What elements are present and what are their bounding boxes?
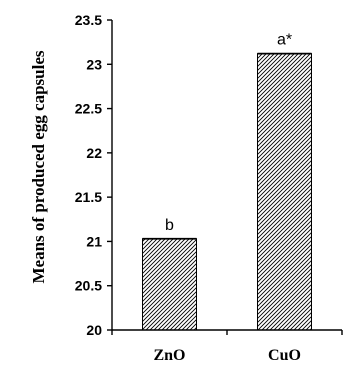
y-tick-label: 21.5 xyxy=(75,189,102,205)
x-category-label-cuo: CuO xyxy=(268,347,301,364)
y-tick-label: 22.5 xyxy=(75,101,102,117)
y-axis-title: Means of produced egg capsules xyxy=(29,50,48,283)
y-tick-label: 20.5 xyxy=(75,278,102,294)
data-label-cuo: a* xyxy=(277,32,292,49)
bar-cuo xyxy=(257,53,312,331)
y-tick-label: 23 xyxy=(86,56,102,72)
data-label-zno: b xyxy=(165,217,174,234)
y-tick-label: 20 xyxy=(86,322,102,338)
y-tick-label: 23.5 xyxy=(75,12,102,28)
y-axis-ticks: 20 20.5 21 21.5 22 22.5 23 23.5 xyxy=(75,12,112,338)
y-tick-label: 22 xyxy=(86,145,102,161)
y-tick-label: 21 xyxy=(86,233,102,249)
x-axis-ticks: ZnO CuO xyxy=(111,330,343,364)
bar-zno xyxy=(142,238,197,331)
bars-group: b a* xyxy=(142,32,312,331)
x-category-label-zno: ZnO xyxy=(153,347,185,364)
